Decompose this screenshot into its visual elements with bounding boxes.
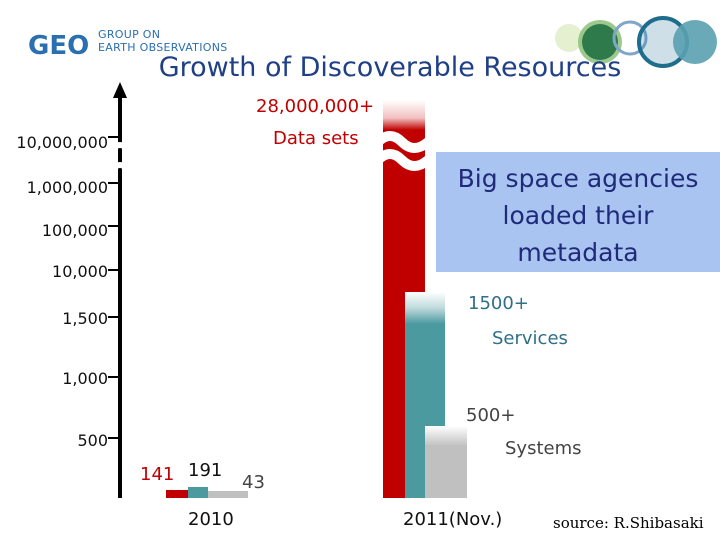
- callout-line-2: loaded their: [502, 201, 654, 230]
- callout-line-3: metadata: [517, 238, 639, 267]
- data-label-datasets-2011: 28,000,000+: [256, 96, 375, 117]
- chart-title: Growth of Discoverable Resources: [158, 52, 622, 83]
- x-label-2011: 2011(Nov.): [403, 509, 503, 530]
- label-datasets-name: Data sets: [273, 128, 359, 149]
- data-label-datasets-2010: 141: [140, 464, 175, 485]
- geo-logo: GEO GROUP ON EARTH OBSERVATIONS: [28, 28, 238, 61]
- geo-logo-mark: GEO: [28, 31, 89, 61]
- bar-2010-datasets: [166, 490, 188, 498]
- callout-text: Big space agencies loaded their metadata: [436, 160, 720, 271]
- callout-line-1: Big space agencies: [457, 164, 699, 193]
- geo-logo-letters: GEO: [28, 31, 89, 60]
- source-note: source: R.Shibasaki: [553, 514, 704, 532]
- y-tick-label-100000: 100,000: [41, 221, 108, 240]
- y-tick-label-10000000: 10,000,000: [16, 133, 108, 152]
- label-services-name: Services: [492, 328, 568, 349]
- bar-2011-systems-fade: [425, 426, 467, 446]
- callout-box: Big space agencies loaded their metadata: [436, 152, 720, 272]
- axis-break-upper: [111, 142, 129, 151]
- bar-2011-services-fade: [405, 292, 445, 324]
- bar-2010-systems: [208, 491, 248, 498]
- data-label-services-2011: 1500+: [468, 293, 529, 314]
- y-axis-arrow: [113, 82, 127, 98]
- bar-break-lower: [374, 149, 432, 171]
- y-tick-label-500: 500: [77, 431, 108, 450]
- logo-line-1: GROUP ON: [98, 28, 161, 41]
- x-label-2010: 2010: [188, 509, 234, 530]
- decorative-globes-icon: [555, 16, 717, 68]
- bar-2011-datasets-fade: [383, 100, 425, 130]
- logo-line-2: EARTH OBSERVATIONS: [98, 41, 228, 54]
- label-systems-name: Systems: [505, 438, 582, 459]
- axis-break-lower: [111, 162, 129, 171]
- data-label-services-2010: 191: [188, 460, 223, 481]
- y-tick-label-1000000: 1,000,000: [26, 178, 108, 197]
- logo-text: GROUP ON EARTH OBSERVATIONS: [98, 28, 228, 54]
- y-tick-label-1000: 1,000: [62, 369, 108, 388]
- data-label-systems-2011: 500+: [466, 405, 516, 426]
- y-tick-label-1500: 1,500: [62, 309, 108, 328]
- bar-2010-services: [188, 487, 208, 498]
- y-tick-label-10000: 10,000: [52, 262, 108, 281]
- bar-break-upper: [374, 131, 432, 153]
- y-ticks: [108, 136, 120, 439]
- data-label-systems-2010: 43: [242, 472, 265, 493]
